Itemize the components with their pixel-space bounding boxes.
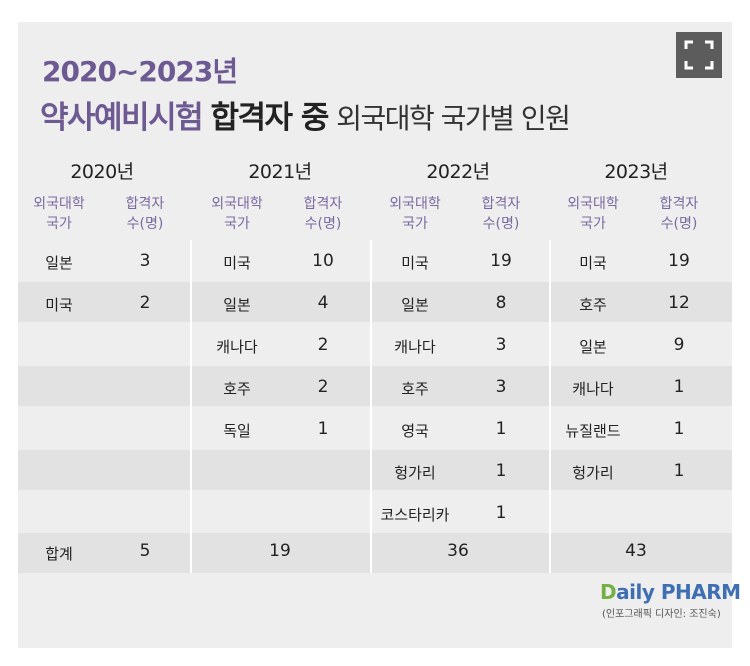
country-cell: 영국 [401, 422, 429, 440]
count-column-header: 합격자 수(명) [125, 196, 165, 232]
title-subject: 외국대학 국가별 인원 [336, 102, 571, 135]
count-cell: 1 [317, 419, 329, 439]
column-divider [190, 240, 192, 573]
count-cell: 8 [495, 293, 507, 313]
country-cell: 헝가리 [572, 464, 614, 482]
count-cell: 19 [668, 251, 690, 271]
count-cell: 2 [317, 335, 329, 355]
count-cell: 9 [673, 335, 685, 355]
count-cell: 1 [673, 461, 685, 481]
count-cell: 2 [139, 293, 151, 313]
year-heading: 2022년 [426, 161, 490, 183]
count-cell: 1 [495, 503, 507, 523]
column-divider [549, 240, 551, 573]
country-cell: 호주 [223, 380, 251, 398]
country-cell: 헝가리 [394, 464, 436, 482]
year-heading: 2021년 [248, 161, 312, 183]
country-cell: 일본 [45, 254, 73, 272]
total-band [18, 533, 732, 573]
count-cell: 1 [495, 419, 507, 439]
count-cell: 2 [317, 377, 329, 397]
count-column-header: 합격자 수(명) [303, 196, 343, 232]
count-cell: 1 [673, 377, 685, 397]
total-value: 43 [625, 541, 647, 561]
country-cell: 코스타리카 [380, 506, 450, 524]
count-cell: 3 [495, 335, 507, 355]
year-heading: 2023년 [604, 161, 668, 183]
country-cell: 미국 [401, 254, 429, 272]
count-cell: 3 [139, 251, 151, 271]
count-cell: 1 [495, 461, 507, 481]
country-cell: 일본 [223, 296, 251, 314]
expand-icon [684, 40, 714, 70]
total-value: 19 [269, 541, 291, 561]
count-cell: 10 [312, 251, 334, 271]
country-column-header: 외국대학 국가 [389, 196, 441, 232]
country-cell: 독일 [223, 422, 251, 440]
count-column-header: 합격자 수(명) [659, 196, 699, 232]
count-cell: 4 [317, 293, 329, 313]
country-cell: 미국 [45, 296, 73, 314]
total-value: 36 [447, 541, 469, 561]
row-band [18, 366, 732, 406]
expand-button[interactable] [676, 32, 722, 78]
total-value: 5 [139, 541, 151, 561]
title-exam: 약사예비시험 [40, 100, 204, 136]
country-cell: 일본 [579, 338, 607, 356]
country-cell: 캐나다 [394, 338, 436, 356]
year-heading: 2020년 [70, 161, 134, 183]
total-label: 합계 [45, 545, 73, 563]
count-column-header: 합격자 수(명) [481, 196, 521, 232]
country-cell: 캐나다 [572, 380, 614, 398]
title-years: 2020~2023년 [42, 55, 238, 88]
country-cell: 캐나다 [216, 338, 258, 356]
design-credit: (인포그래픽 디자인: 조진숙) [602, 609, 721, 620]
country-column-header: 외국대학 국가 [567, 196, 619, 232]
row-band [18, 282, 732, 322]
count-cell: 1 [673, 419, 685, 439]
country-column-header: 외국대학 국가 [33, 196, 85, 232]
country-cell: 뉴질랜드 [565, 422, 621, 440]
count-cell: 3 [495, 377, 507, 397]
dailypharm-logo: Daily PHARM [600, 580, 741, 604]
country-column-header: 외국대학 국가 [211, 196, 263, 232]
country-cell: 미국 [223, 254, 251, 272]
country-cell: 호주 [579, 296, 607, 314]
country-cell: 미국 [579, 254, 607, 272]
count-cell: 19 [490, 251, 512, 271]
row-band [18, 450, 732, 490]
country-cell: 호주 [401, 380, 429, 398]
title-main: 약사예비시험 합격자 중 외국대학 국가별 인원 [40, 92, 571, 137]
title-passers: 합격자 중 [210, 100, 329, 136]
country-cell: 일본 [401, 296, 429, 314]
column-divider [370, 240, 372, 573]
count-cell: 12 [668, 293, 690, 313]
